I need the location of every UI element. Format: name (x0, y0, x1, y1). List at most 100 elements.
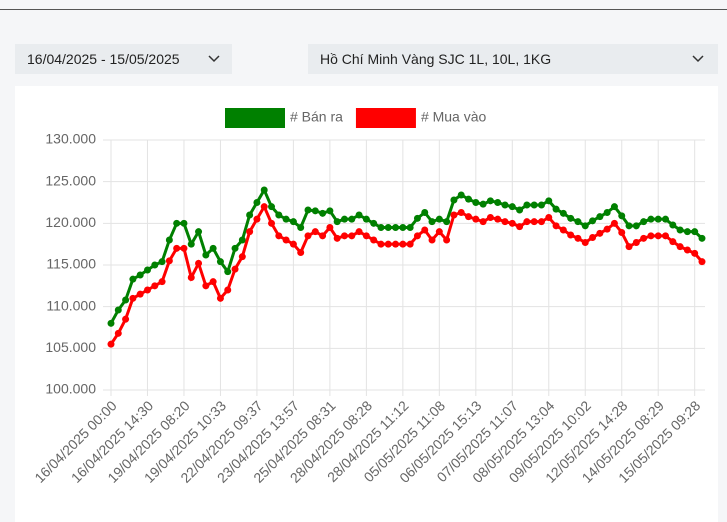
point (574, 234, 582, 242)
point (370, 236, 378, 244)
y-tick-label: 115.000 (46, 256, 96, 272)
point (574, 218, 582, 226)
point (304, 232, 312, 240)
point (567, 231, 575, 239)
point (596, 213, 604, 221)
point (618, 212, 626, 220)
point (435, 228, 443, 236)
point (282, 236, 290, 244)
point (158, 278, 166, 286)
point (392, 240, 400, 248)
point (173, 219, 181, 227)
point (559, 226, 567, 234)
series-line (109, 186, 704, 325)
point (589, 217, 597, 225)
point (530, 201, 538, 209)
point (530, 218, 538, 226)
point (508, 219, 516, 227)
point (662, 215, 670, 223)
point (377, 240, 385, 248)
point (545, 197, 553, 205)
point (348, 215, 356, 223)
point (377, 224, 385, 231)
point (268, 219, 276, 227)
point (282, 215, 290, 223)
point (596, 229, 604, 237)
point (421, 226, 429, 234)
legend-label: # Mua vào (421, 109, 487, 125)
point (537, 218, 545, 226)
point (107, 340, 115, 348)
point (319, 209, 327, 217)
point (618, 229, 626, 236)
point (151, 261, 159, 269)
point (537, 201, 545, 209)
point (340, 215, 348, 223)
point (589, 234, 597, 241)
point (333, 234, 341, 242)
point (340, 232, 348, 240)
point (202, 282, 210, 290)
point (457, 209, 465, 216)
product-dropdown[interactable]: Hồ Chí Minh Vàng SJC 1L, 10L, 1KG (308, 44, 718, 74)
point (399, 224, 407, 231)
point (209, 244, 217, 252)
point (654, 215, 662, 223)
point (494, 199, 502, 206)
point (683, 228, 691, 236)
point (647, 215, 655, 223)
point (362, 215, 370, 223)
point (136, 290, 144, 298)
point (443, 218, 451, 226)
point (647, 232, 655, 240)
legend-swatch (355, 108, 416, 128)
point (275, 232, 283, 240)
point (399, 240, 407, 248)
point (326, 224, 334, 231)
y-tick-label: 120.000 (45, 214, 96, 230)
point (486, 214, 494, 221)
point (202, 251, 210, 259)
point (260, 203, 268, 211)
point (195, 228, 203, 236)
point (443, 236, 451, 244)
point (676, 226, 684, 234)
point (457, 191, 465, 199)
point (165, 236, 173, 244)
point (370, 219, 378, 227)
point (559, 209, 567, 217)
point (640, 218, 648, 226)
point (253, 215, 261, 223)
point (143, 286, 151, 294)
point (472, 215, 480, 223)
date-dropdown[interactable]: 16/04/2025 - 15/05/2025 (15, 44, 232, 74)
point (465, 213, 473, 221)
point (311, 207, 319, 215)
point (224, 286, 232, 294)
y-tick-label: 125.000 (45, 172, 96, 188)
point (683, 246, 691, 254)
point (691, 228, 699, 236)
point (275, 211, 283, 219)
point (355, 211, 363, 219)
point (552, 205, 560, 213)
point (260, 186, 268, 194)
point (326, 207, 334, 215)
point (516, 206, 524, 214)
point (501, 201, 509, 209)
point (246, 211, 254, 219)
point (406, 240, 414, 248)
point (195, 259, 203, 267)
point (428, 218, 436, 226)
point (610, 219, 618, 227)
point (129, 275, 137, 283)
point (268, 203, 276, 211)
y-tick-label: 130.000 (45, 131, 96, 147)
point (698, 258, 706, 266)
point (450, 211, 458, 219)
point (180, 219, 188, 227)
chevron (208, 55, 220, 63)
point (625, 243, 633, 251)
point (231, 244, 239, 252)
